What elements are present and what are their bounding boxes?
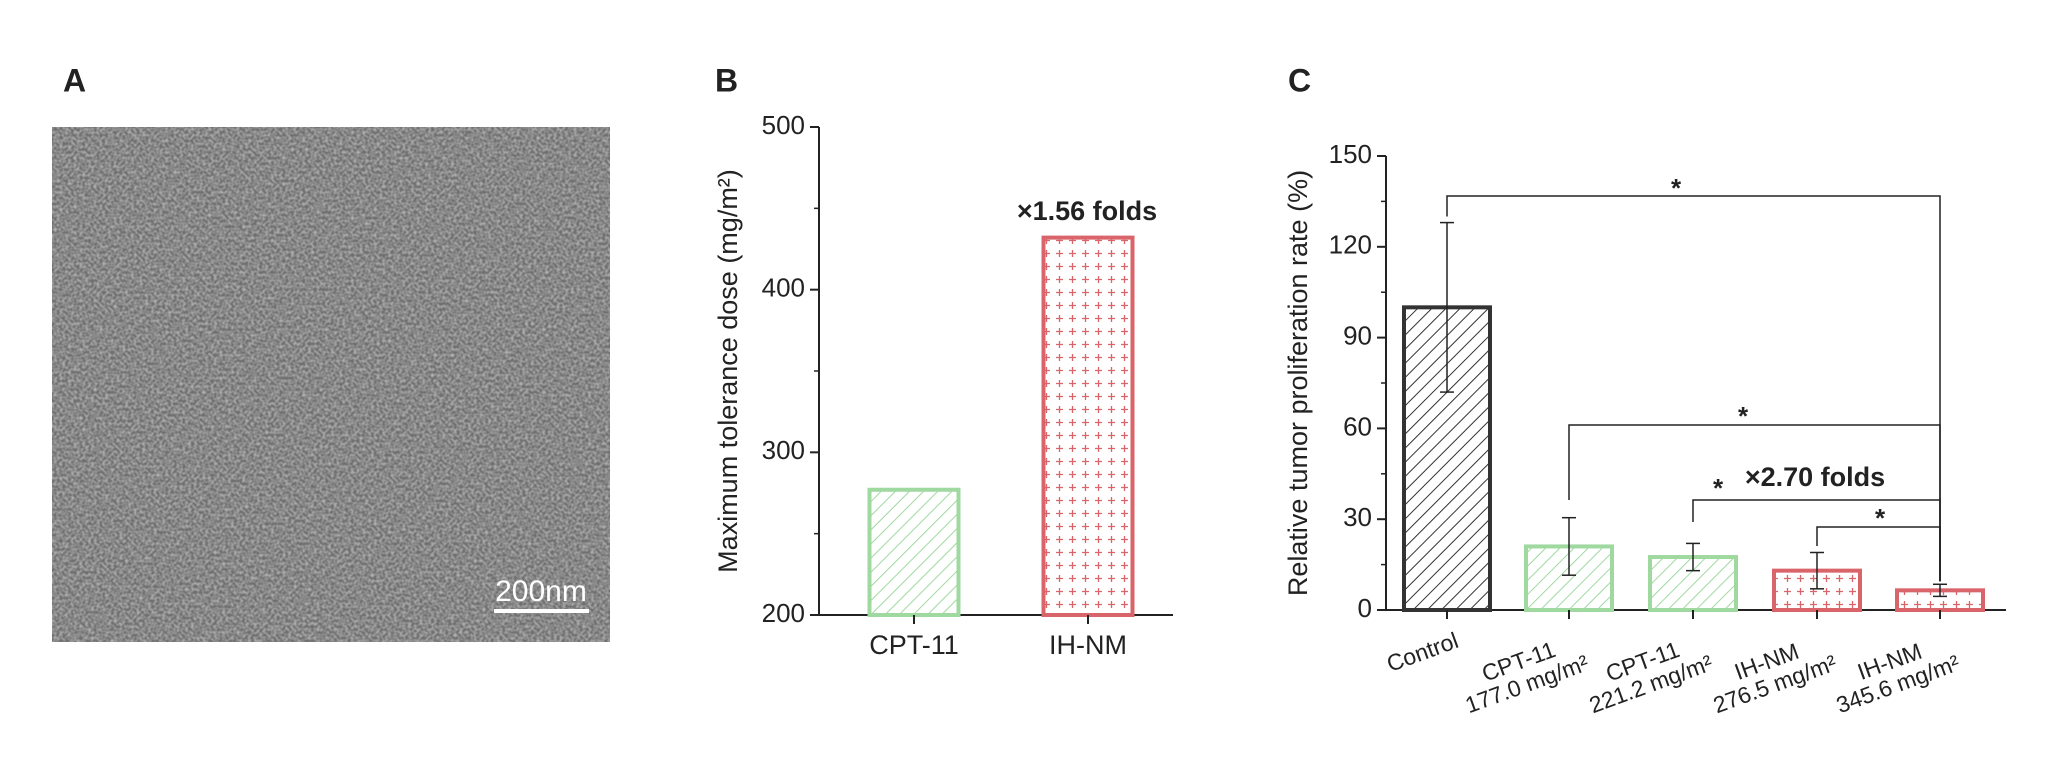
y-tick-label: 30 xyxy=(1343,502,1372,532)
panel-label: A xyxy=(63,62,86,98)
annotation: * xyxy=(1875,503,1886,533)
annotation: ×1.56 folds xyxy=(1017,196,1157,226)
error-bar xyxy=(1440,221,1454,393)
y-tick-label: 0 xyxy=(1358,593,1372,623)
y-tick-label: 200 xyxy=(762,598,805,628)
x-tick-label: CPT-11 xyxy=(869,630,959,660)
bar xyxy=(1041,235,1135,617)
panel-label: C xyxy=(1288,62,1311,98)
error-bar xyxy=(1933,583,1947,598)
y-tick-label: 90 xyxy=(1343,320,1372,350)
y-axis-label: Relative tumor proliferation rate (%) xyxy=(1283,170,1313,596)
y-tick-label: 400 xyxy=(762,273,805,303)
x-tick-label: IH-NM xyxy=(1049,630,1127,660)
significance-bracket xyxy=(1816,526,1941,582)
y-axis-label: Maximum tolerance dose (mg/m²) xyxy=(713,169,743,573)
error-bar xyxy=(1562,516,1576,576)
annotation: * xyxy=(1738,401,1749,431)
y-tick-label: 60 xyxy=(1343,411,1372,441)
error-bar xyxy=(1686,542,1700,572)
scale-bar-label: 200nm xyxy=(495,575,587,608)
panel-label: B xyxy=(715,62,738,98)
significance-bracket xyxy=(1446,195,1941,582)
annotation: * xyxy=(1671,173,1682,203)
annotation: ×2.70 folds xyxy=(1745,462,1885,492)
annotation: * xyxy=(1713,473,1724,503)
bar xyxy=(867,487,961,618)
y-tick-label: 120 xyxy=(1329,230,1372,260)
error-bar xyxy=(1810,551,1824,590)
y-tick-label: 300 xyxy=(762,435,805,465)
tem-texture xyxy=(52,127,610,642)
y-tick-label: 500 xyxy=(762,110,805,140)
y-tick-label: 150 xyxy=(1329,139,1372,169)
